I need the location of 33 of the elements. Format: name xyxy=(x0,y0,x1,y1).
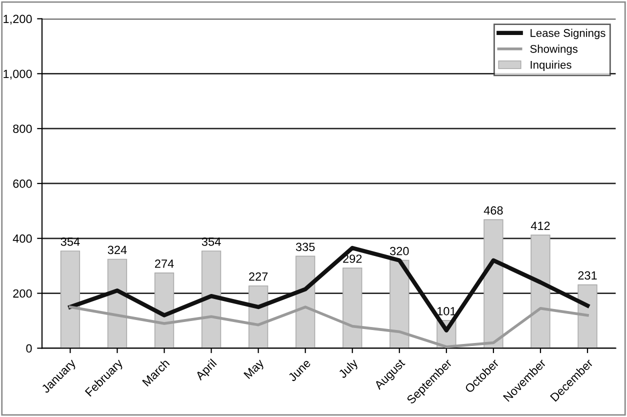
data-label: 231 xyxy=(578,271,597,280)
bar xyxy=(60,250,80,348)
data-label: 274 xyxy=(155,260,174,268)
data-label: 354 xyxy=(60,238,80,246)
bar xyxy=(578,284,598,348)
data-label: 227 xyxy=(249,272,268,281)
data-label: 335 xyxy=(296,242,315,252)
bar xyxy=(390,260,410,348)
y-tick-label: 1,000 xyxy=(4,70,32,80)
line-series xyxy=(68,306,589,348)
x-tick-label: May xyxy=(244,358,266,381)
bar xyxy=(296,256,316,348)
data-label: 354 xyxy=(202,238,221,246)
bar xyxy=(342,268,362,348)
bar xyxy=(107,258,128,348)
data-label: 468 xyxy=(484,206,503,215)
legend-label: Showings xyxy=(530,44,578,56)
data-label: 101 xyxy=(437,306,456,316)
y-tick-label: 200 xyxy=(13,289,32,298)
y-tick-label: 800 xyxy=(13,124,32,133)
bar xyxy=(530,234,550,348)
legend-label: Lease Signings xyxy=(530,28,606,40)
data-label: 412 xyxy=(530,222,550,230)
x-tick-label: July xyxy=(338,358,360,380)
y-tick-label: 0 xyxy=(26,344,32,353)
y-tick-label: 400 xyxy=(12,234,32,243)
y-tick-label: 600 xyxy=(13,180,32,188)
bar xyxy=(484,219,504,348)
bar xyxy=(201,250,222,348)
legend-label: Inquiries xyxy=(530,60,572,71)
data-label: 320 xyxy=(390,246,409,256)
y-tick-label: 1,200 xyxy=(4,14,32,25)
data-label: 324 xyxy=(108,246,127,254)
